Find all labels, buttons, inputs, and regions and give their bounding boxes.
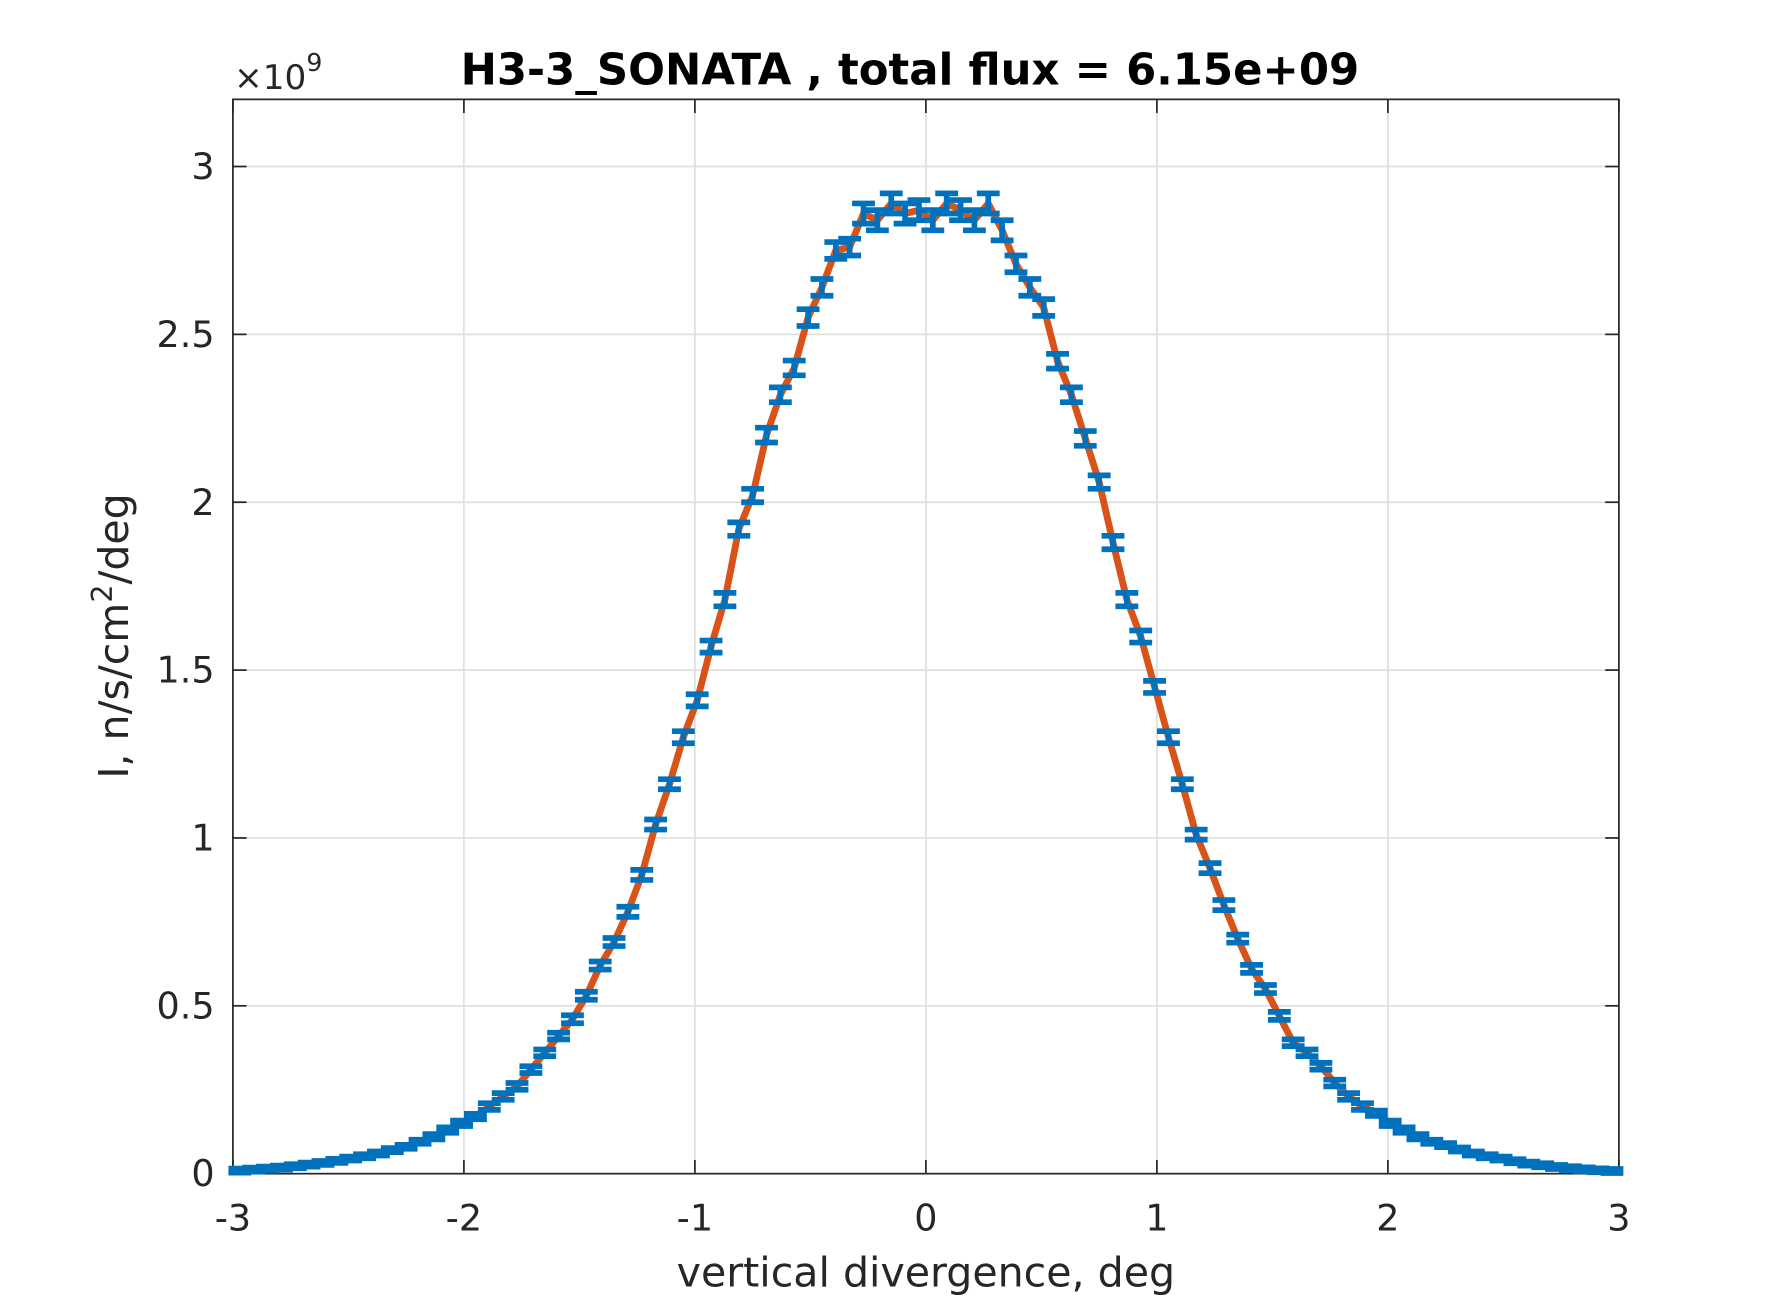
error-bar (1198, 860, 1222, 877)
error-bar (727, 519, 751, 539)
error-bar (1101, 532, 1125, 553)
error-bar (907, 197, 931, 224)
error-bar (852, 200, 875, 227)
error-bar (630, 866, 654, 883)
error-bar (810, 276, 834, 299)
plot-area: -3 -2 -1 0 1 2 3 0 0.5 1 1.5 2 2.5 3 (157, 98, 1631, 1240)
error-bar (616, 903, 640, 920)
error-bar (1046, 350, 1069, 372)
error-bar (1240, 962, 1264, 976)
y-label-part: /deg (90, 493, 138, 584)
error-bar (1254, 982, 1277, 996)
error-bar (1364, 1107, 1388, 1119)
error-bar (1281, 1036, 1305, 1049)
error-bar (838, 235, 862, 259)
error-bar (1600, 1166, 1624, 1176)
error-bar (1032, 296, 1056, 319)
error-bar (768, 384, 792, 406)
error-bar (865, 207, 889, 234)
error-bar (547, 1029, 571, 1043)
y-label-part: I, n/s/cm (90, 603, 138, 779)
y-tick-label: 0.5 (157, 984, 215, 1027)
error-bar (644, 816, 668, 833)
error-bar (1143, 677, 1166, 696)
error-bar (741, 485, 765, 506)
error-bar (477, 1100, 501, 1113)
error-bar (796, 306, 820, 329)
error-bar (935, 190, 959, 217)
error-bar (464, 1111, 487, 1123)
x-axis-label: vertical divergence, deg (677, 1249, 1175, 1297)
y-tick-label: 2 (191, 481, 214, 524)
error-bar (1267, 1009, 1291, 1023)
error-bar (1004, 252, 1028, 276)
error-bar (533, 1046, 557, 1060)
error-bar (1212, 897, 1236, 913)
y-tick-label: 1 (191, 817, 214, 860)
error-bar (1309, 1060, 1333, 1073)
exp-power: 9 (306, 48, 322, 77)
error-bar (685, 691, 709, 710)
error-bar (962, 207, 986, 234)
y-exponent: ×109 (234, 48, 322, 98)
x-tick-label: -3 (215, 1197, 251, 1240)
error-bar (574, 988, 598, 1003)
y-tick-label: 3 (191, 145, 214, 188)
error-bar (976, 190, 1000, 217)
error-bar (1129, 627, 1153, 646)
error-bar (699, 637, 723, 656)
axes-box (232, 98, 1620, 1175)
error-bar (491, 1090, 515, 1103)
error-bar (990, 217, 1014, 244)
error-bar (713, 590, 737, 610)
error-bar (879, 190, 903, 217)
y-tick-label: 2.5 (157, 313, 215, 356)
error-bar (671, 728, 695, 747)
y-tick-label: 1.5 (157, 649, 215, 692)
error-bar (1337, 1090, 1361, 1103)
x-tick-label: -1 (677, 1197, 713, 1240)
exp-base: ×10 (234, 58, 306, 98)
error-bar (1115, 590, 1139, 610)
error-bar (755, 424, 778, 446)
error-bar (1184, 826, 1208, 843)
error-bar (1018, 276, 1042, 299)
error-bar (602, 935, 626, 949)
error-bar (824, 239, 848, 262)
error-bar (1060, 384, 1083, 406)
x-tick-label: 2 (1376, 1197, 1399, 1240)
error-bar (588, 958, 612, 973)
error-bar (893, 200, 917, 227)
error-bar (1170, 776, 1194, 793)
x-tick-label: 0 (914, 1197, 937, 1240)
error-bar (1087, 472, 1111, 492)
error-bar (949, 197, 972, 224)
error-bar (519, 1063, 543, 1076)
error-bar (1073, 428, 1097, 449)
error-bar (782, 357, 806, 379)
error-bar (505, 1080, 529, 1093)
chart-title: H3-3_SONATA , total flux = 6.15e+09 (461, 46, 1360, 96)
error-bar (1226, 931, 1250, 946)
error-bar (921, 207, 945, 234)
x-tick-label: -2 (446, 1197, 482, 1240)
error-bar (1157, 728, 1180, 747)
error-bar (1295, 1046, 1319, 1060)
y-label-sup: 2 (86, 585, 119, 603)
error-bar (561, 1012, 584, 1027)
x-tick-label: 1 (1145, 1197, 1168, 1240)
error-bar (1323, 1076, 1347, 1090)
error-bar (658, 776, 681, 793)
y-tick-label: 0 (191, 1152, 214, 1195)
y-axis-label: I, n/s/cm2/deg (86, 493, 138, 778)
x-tick-label: 3 (1607, 1197, 1630, 1240)
